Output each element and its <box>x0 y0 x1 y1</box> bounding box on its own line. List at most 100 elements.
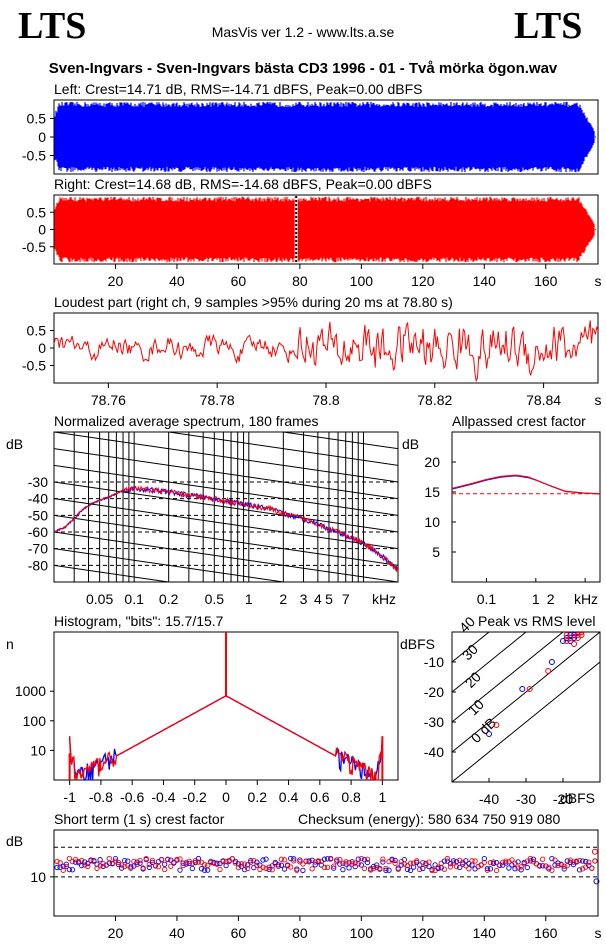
crest-point <box>453 858 460 865</box>
spectrum-ytick-label: -70 <box>28 541 48 557</box>
crest-point <box>109 861 116 867</box>
crest-point <box>414 859 420 866</box>
crest-point <box>435 864 441 870</box>
crest-point <box>238 861 245 867</box>
histogram-xtick-label: 0.8 <box>341 789 361 805</box>
crest-point <box>481 859 487 865</box>
crest-point <box>586 859 592 865</box>
crest-point <box>82 862 88 868</box>
allpassed-y-label: dB <box>402 436 420 452</box>
spectrum-ytick-label: -30 <box>28 474 48 490</box>
spectrum-xtick-label: 3 <box>300 591 308 607</box>
crest-point <box>152 862 159 869</box>
left-waveform-ytick-label: 0 <box>38 129 46 145</box>
crest-point <box>180 862 186 869</box>
crest-point <box>66 867 73 873</box>
peak-diagonal-label: 0 dB <box>468 714 500 746</box>
crest-point <box>54 864 60 871</box>
allpassed-series-line <box>451 474 601 495</box>
allpassed-ytick-label: 15 <box>424 484 440 500</box>
allpassed-series-line <box>451 475 601 495</box>
peak-diagonal-line <box>452 632 564 723</box>
spectrum-xtick-label: 0.5 <box>205 591 225 607</box>
right-waveform-ytick-label: -0.5 <box>22 239 46 255</box>
crest-point <box>493 867 500 874</box>
crest-point <box>484 867 491 873</box>
crest-point <box>275 862 282 868</box>
crest-point <box>377 865 383 872</box>
crest-xtick-label: 140 <box>473 925 497 941</box>
crest-point <box>540 863 546 869</box>
crest-point <box>72 859 79 865</box>
crest-xtick-label: 120 <box>411 925 435 941</box>
crest-point <box>137 857 143 864</box>
spectrum-slope-line <box>54 531 398 582</box>
crest-point <box>466 866 472 872</box>
crest-point <box>518 864 524 870</box>
crest-point <box>346 865 352 871</box>
spectrum-slope-line <box>279 432 398 450</box>
crest-point <box>186 860 192 867</box>
crest-point <box>146 864 152 871</box>
loudest-ytick-label: 0 <box>38 340 46 356</box>
left-waveform-signal <box>54 101 595 173</box>
right-waveform-title: Right: Crest=14.68 dB, RMS=-14.68 dBFS, … <box>54 176 432 192</box>
crest-point <box>466 861 472 867</box>
allpassed-xtick-label: 2 <box>547 591 555 607</box>
crest-point <box>97 857 103 863</box>
crest-point <box>60 867 66 873</box>
crest-point <box>321 856 328 862</box>
crest-point <box>429 867 435 874</box>
crest-point <box>503 860 509 866</box>
crest-point <box>140 865 146 871</box>
crest-last-point <box>591 848 598 855</box>
spectrum-ytick-label: -50 <box>28 507 48 523</box>
peak-point <box>563 632 570 638</box>
crest-point <box>346 859 352 866</box>
right-waveform-xtick-label: 120 <box>411 273 435 289</box>
crest-point <box>576 867 583 873</box>
crest-point <box>530 856 537 862</box>
crest-point <box>404 866 411 872</box>
crest-point <box>115 859 122 866</box>
crest-point <box>137 860 143 866</box>
crest-point <box>278 862 285 868</box>
crest-point <box>161 861 168 867</box>
crest-point <box>201 861 208 868</box>
peak-point <box>519 686 526 692</box>
allpassed-ytick-label: 20 <box>424 454 440 470</box>
crest-point <box>340 860 346 866</box>
crest-point <box>374 862 380 868</box>
crest-point <box>125 862 131 869</box>
crest-point <box>235 861 242 867</box>
loudest-xtick-label: 78.76 <box>91 392 126 408</box>
crest-point <box>463 858 469 864</box>
crest-xtick-label: 60 <box>231 925 247 941</box>
crest-point <box>189 865 195 872</box>
crest-point <box>380 856 386 862</box>
crest-point <box>337 856 343 863</box>
peak-point <box>571 635 578 641</box>
crest-point <box>509 857 515 863</box>
crest-point <box>392 857 398 863</box>
crest-point <box>349 859 355 865</box>
crest-point <box>334 857 340 863</box>
right-waveform-xtick-label: 100 <box>350 273 374 289</box>
crest-point <box>524 864 530 871</box>
crest-point <box>177 867 183 873</box>
logo-left: LTS <box>18 5 87 47</box>
crest-point <box>112 855 119 862</box>
peak-point <box>578 632 585 638</box>
spectrum-slope-line <box>54 564 173 582</box>
crest-point <box>241 861 248 867</box>
peak-y-label: dBFS <box>400 636 436 652</box>
peak-ytick-label: -20 <box>424 684 444 700</box>
peak-point <box>567 638 574 644</box>
spectrum-slope-line <box>54 464 398 516</box>
crest-xtick-label: 100 <box>350 925 374 941</box>
crest-point <box>205 862 211 869</box>
crest-point <box>177 856 183 862</box>
peak-point <box>563 635 570 641</box>
spectrum-slope-line <box>54 448 398 500</box>
crest-point <box>229 856 235 862</box>
